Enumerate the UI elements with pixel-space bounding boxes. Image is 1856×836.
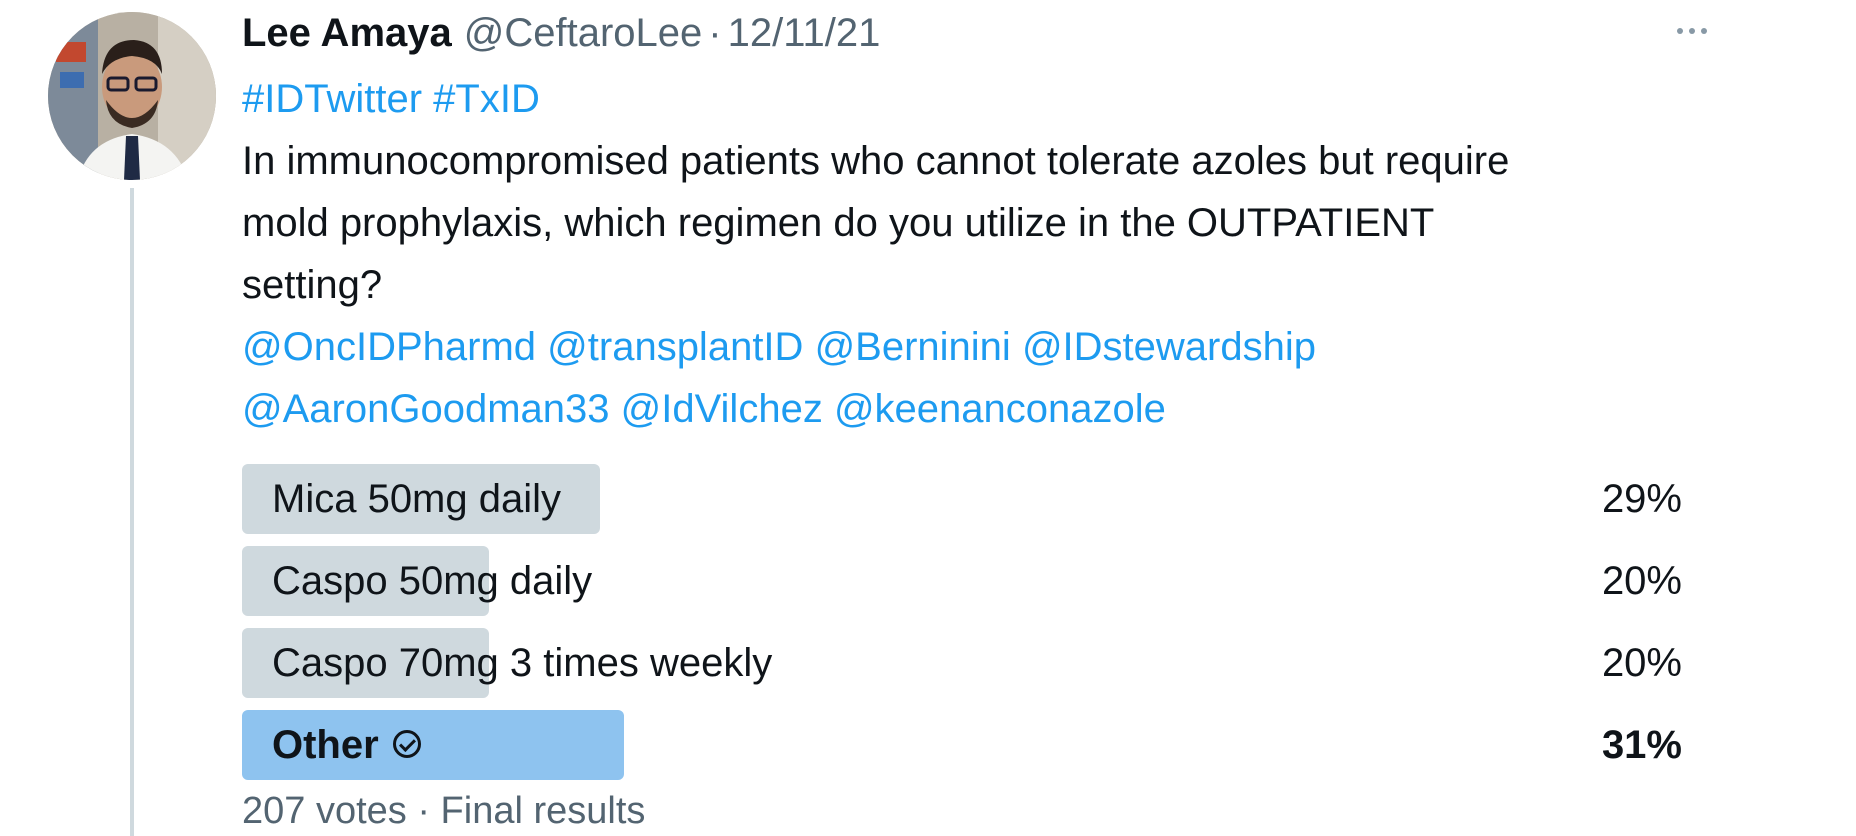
mention-link[interactable]: @OncIDPharmd	[242, 325, 537, 369]
profile-photo	[48, 12, 216, 180]
mentions-line: @OncIDPharmd @transplantID @Berninini @I…	[242, 316, 1712, 378]
poll-option-percent: 31%	[1601, 723, 1682, 767]
hashtag-txid[interactable]: #TxID	[433, 77, 540, 121]
thread-line	[130, 188, 134, 836]
poll-option-percent: 20%	[1601, 559, 1682, 603]
poll-option-text: Other	[272, 723, 379, 767]
poll-option: Caspo 50mg daily 20%	[242, 544, 1682, 618]
poll-option-label: Other	[272, 708, 421, 782]
poll: Mica 50mg daily 29% Caspo 50mg daily 20%…	[242, 462, 1682, 790]
poll-option-percent: 20%	[1601, 641, 1682, 685]
tweet-text: #IDTwitter #TxID In immunocompromised pa…	[242, 68, 1712, 440]
separator-dot: ·	[708, 10, 722, 55]
mention-link[interactable]: @transplantID	[547, 325, 804, 369]
check-circle-icon	[392, 730, 421, 759]
hashtag-idtwitter[interactable]: #IDTwitter	[242, 77, 423, 121]
body-line: mold prophylaxis, which regimen do you u…	[242, 201, 1435, 245]
tweet-header: Lee Amaya @CeftaroLee · 12/11/21	[242, 8, 880, 58]
mention-link[interactable]: @Berninini	[814, 325, 1011, 369]
poll-footer: 207 votes · Final results	[242, 790, 646, 832]
more-horizontal-icon[interactable]	[1664, 16, 1720, 46]
mention-link[interactable]: @IdVilchez	[620, 387, 823, 431]
poll-bar	[242, 628, 489, 698]
body-line: In immunocompromised patients who cannot…	[242, 139, 1510, 183]
author-name[interactable]: Lee Amaya	[242, 10, 452, 55]
tweet-date[interactable]: 12/11/21	[727, 10, 881, 55]
avatar[interactable]	[48, 12, 216, 180]
mentions-line: @AaronGoodman33 @IdVilchez @keenanconazo…	[242, 378, 1712, 440]
poll-option-label: Mica 50mg daily	[272, 477, 562, 521]
hashtag-line: #IDTwitter #TxID	[242, 68, 1712, 130]
poll-option: Caspo 70mg 3 times weekly 20%	[242, 626, 1682, 700]
poll-option-winner: Other 31%	[242, 708, 1682, 782]
poll-option: Mica 50mg daily 29%	[242, 462, 1682, 536]
mention-link[interactable]: @IDstewardship	[1021, 325, 1316, 369]
mention-link[interactable]: @keenanconazole	[833, 387, 1166, 431]
poll-option-label: Caspo 50mg daily	[272, 559, 593, 603]
poll-bar-winner	[242, 710, 624, 780]
poll-bar	[242, 546, 489, 616]
body-line: setting?	[242, 263, 383, 307]
poll-option-percent: 29%	[1601, 477, 1682, 521]
poll-bar	[242, 464, 600, 534]
author-handle[interactable]: @CeftaroLee	[463, 10, 703, 55]
poll-option-label: Caspo 70mg 3 times weekly	[272, 641, 773, 685]
mention-link[interactable]: @AaronGoodman33	[242, 387, 610, 431]
